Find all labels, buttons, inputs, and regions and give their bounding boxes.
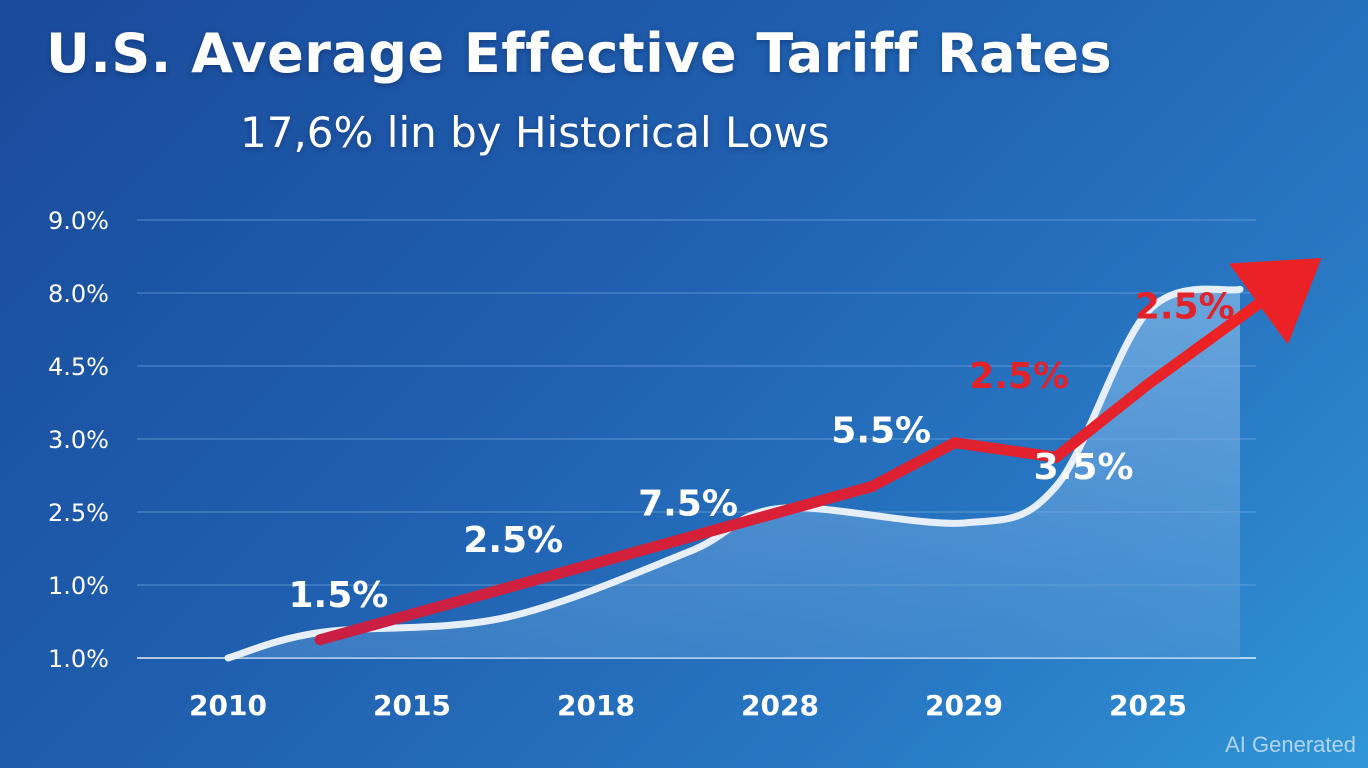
y-tick-label: 4.5% xyxy=(48,353,109,381)
y-tick-label: 1.0% xyxy=(48,645,109,673)
x-tick-label: 2010 xyxy=(189,689,267,722)
data-label: 5.5% xyxy=(831,411,931,452)
y-tick-label: 1.0% xyxy=(48,572,109,600)
x-tick-label: 2015 xyxy=(373,689,451,722)
y-tick-label: 3.0% xyxy=(48,426,109,454)
red-data-label: 2.5% xyxy=(969,356,1069,397)
y-tick-label: 2.5% xyxy=(48,499,109,527)
x-tick-label: 2029 xyxy=(925,689,1003,722)
x-tick-label: 2025 xyxy=(1109,689,1187,722)
area-fill xyxy=(228,289,1240,658)
chart-title: U.S. Average Effective Tariff Rates xyxy=(46,22,1113,85)
red-arrow-head xyxy=(1228,257,1322,345)
y-tick-label: 9.0% xyxy=(48,207,109,235)
chart-subtitle: 17,6% lin by Historical Lows xyxy=(240,108,830,157)
x-tick-label: 2028 xyxy=(741,689,819,722)
x-tick-label: 2018 xyxy=(557,689,635,722)
red-trend-line xyxy=(314,298,1264,646)
y-tick-label: 8.0% xyxy=(48,280,109,308)
y-axis-ticks: 9.0% 8.0% 4.5% 3.0% 2.5% 1.0% 1.0% xyxy=(48,207,109,673)
data-label: 7.5% xyxy=(638,484,738,525)
data-label: 1.5% xyxy=(288,575,388,616)
ai-generated-watermark: AI Generated xyxy=(1225,732,1356,757)
red-data-label: 2.5% xyxy=(1135,287,1235,328)
data-label: 3.5% xyxy=(1034,447,1134,488)
x-axis-ticks: 2010 2015 2018 2028 2029 2025 xyxy=(189,689,1187,722)
data-label: 2.5% xyxy=(463,520,563,561)
data-labels: 1.5% 2.5% 7.5% 5.5% 3.5% 2.5% 2.5% xyxy=(288,287,1234,616)
